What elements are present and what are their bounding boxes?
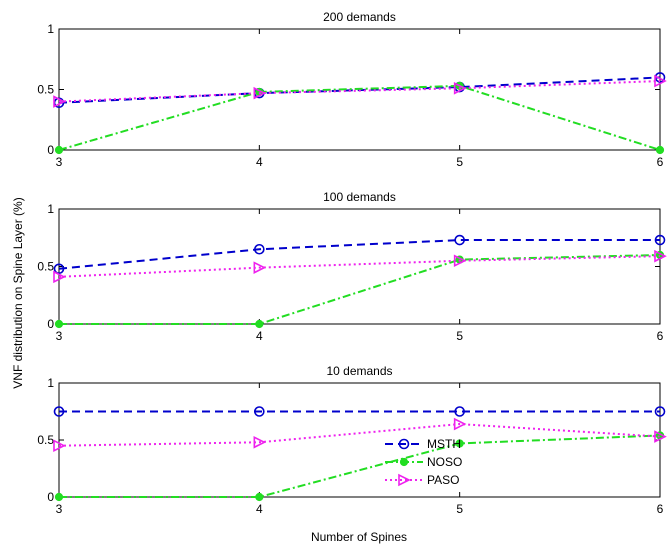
legend-entry-msth: MSTH	[385, 437, 461, 451]
series-line-paso	[58, 255, 661, 278]
point-paso	[253, 261, 267, 274]
point-noso	[54, 145, 64, 155]
series-line-paso	[58, 80, 661, 103]
point-paso	[453, 81, 467, 95]
point-noso	[54, 319, 64, 329]
point-paso	[453, 417, 467, 431]
point-paso	[253, 86, 267, 100]
point-paso	[53, 439, 66, 452]
legend-label: MSTH	[427, 437, 461, 451]
series-line-paso	[58, 423, 661, 447]
point-paso	[654, 74, 667, 88]
y-tick-label: 0.5	[37, 433, 54, 447]
point-msth	[53, 406, 65, 417]
subplot-title: 10 demands	[326, 364, 392, 378]
x-tick-label: 4	[256, 155, 263, 169]
x-tick-label: 4	[256, 502, 263, 516]
series-paso	[53, 417, 667, 452]
series-line-noso	[59, 254, 661, 325]
point-msth	[254, 243, 265, 255]
x-tick-label: 3	[56, 329, 63, 343]
x-tick-label: 3	[56, 155, 63, 169]
y-tick-label: 1	[47, 202, 54, 216]
series-line-noso	[58, 84, 661, 151]
point-msth	[654, 406, 666, 417]
legend-marker	[398, 473, 411, 487]
point-noso	[255, 319, 264, 329]
point-paso	[453, 254, 467, 268]
axes-box	[58, 208, 661, 325]
subplot-title: 200 demands	[323, 10, 396, 24]
point-msth	[454, 406, 465, 417]
series-line-noso	[59, 434, 661, 498]
series-msth	[53, 406, 666, 417]
x-tick-label: 6	[657, 329, 664, 343]
legend-entry-paso: PASO	[385, 473, 459, 487]
y-axis-label: VNF distribution on Spine Layer (%)	[11, 197, 25, 388]
x-tick-label: 5	[456, 502, 463, 516]
subplot-2: 100 demands 3 4 5 6 0 0.5 1	[37, 190, 667, 343]
y-tick-label: 0.5	[37, 83, 54, 97]
y-tick-label: 1	[47, 22, 54, 36]
point-msth	[654, 234, 666, 246]
y-tick-label: 1	[47, 376, 54, 390]
point-noso	[54, 492, 64, 502]
series-msth	[53, 234, 666, 275]
subplot-3: 10 demands 3 4 5 6 0 0.5 1	[37, 364, 667, 516]
point-noso	[255, 492, 264, 502]
legend-label: NOSO	[427, 455, 462, 469]
legend-marker	[398, 438, 410, 450]
point-msth	[53, 263, 65, 275]
x-tick-label: 5	[456, 329, 463, 343]
point-msth	[254, 406, 265, 417]
point-msth	[454, 234, 465, 246]
legend: MSTH NOSO PASO	[385, 437, 462, 487]
point-paso	[654, 249, 667, 263]
x-tick-label: 6	[657, 502, 664, 516]
legend-marker	[399, 457, 409, 467]
y-tick-label: 0	[47, 317, 54, 331]
point-noso	[655, 145, 665, 155]
y-tick-label: 0.5	[37, 260, 54, 274]
x-tick-label: 6	[657, 155, 664, 169]
series-line-msth	[58, 239, 660, 270]
subplot-title: 100 demands	[323, 190, 396, 204]
x-tick-label: 3	[56, 502, 63, 516]
y-tick-label: 0	[47, 490, 54, 504]
legend-label: PASO	[427, 473, 459, 487]
subplot-1: 200 demands 3 4 5 6 0 0.5 1	[37, 10, 667, 169]
point-paso	[253, 435, 267, 449]
series-noso	[54, 431, 665, 502]
x-tick-label: 4	[256, 329, 263, 343]
series-paso	[53, 249, 667, 284]
point-paso	[654, 430, 667, 443]
legend-entry-noso: NOSO	[385, 455, 462, 469]
x-tick-label: 5	[456, 155, 463, 169]
point-noso	[455, 439, 464, 448]
series-paso	[53, 74, 667, 108]
y-tick-label: 0	[47, 143, 54, 157]
point-paso	[53, 270, 66, 284]
x-axis-label: Number of Spines	[311, 530, 407, 544]
point-paso	[53, 95, 66, 108]
